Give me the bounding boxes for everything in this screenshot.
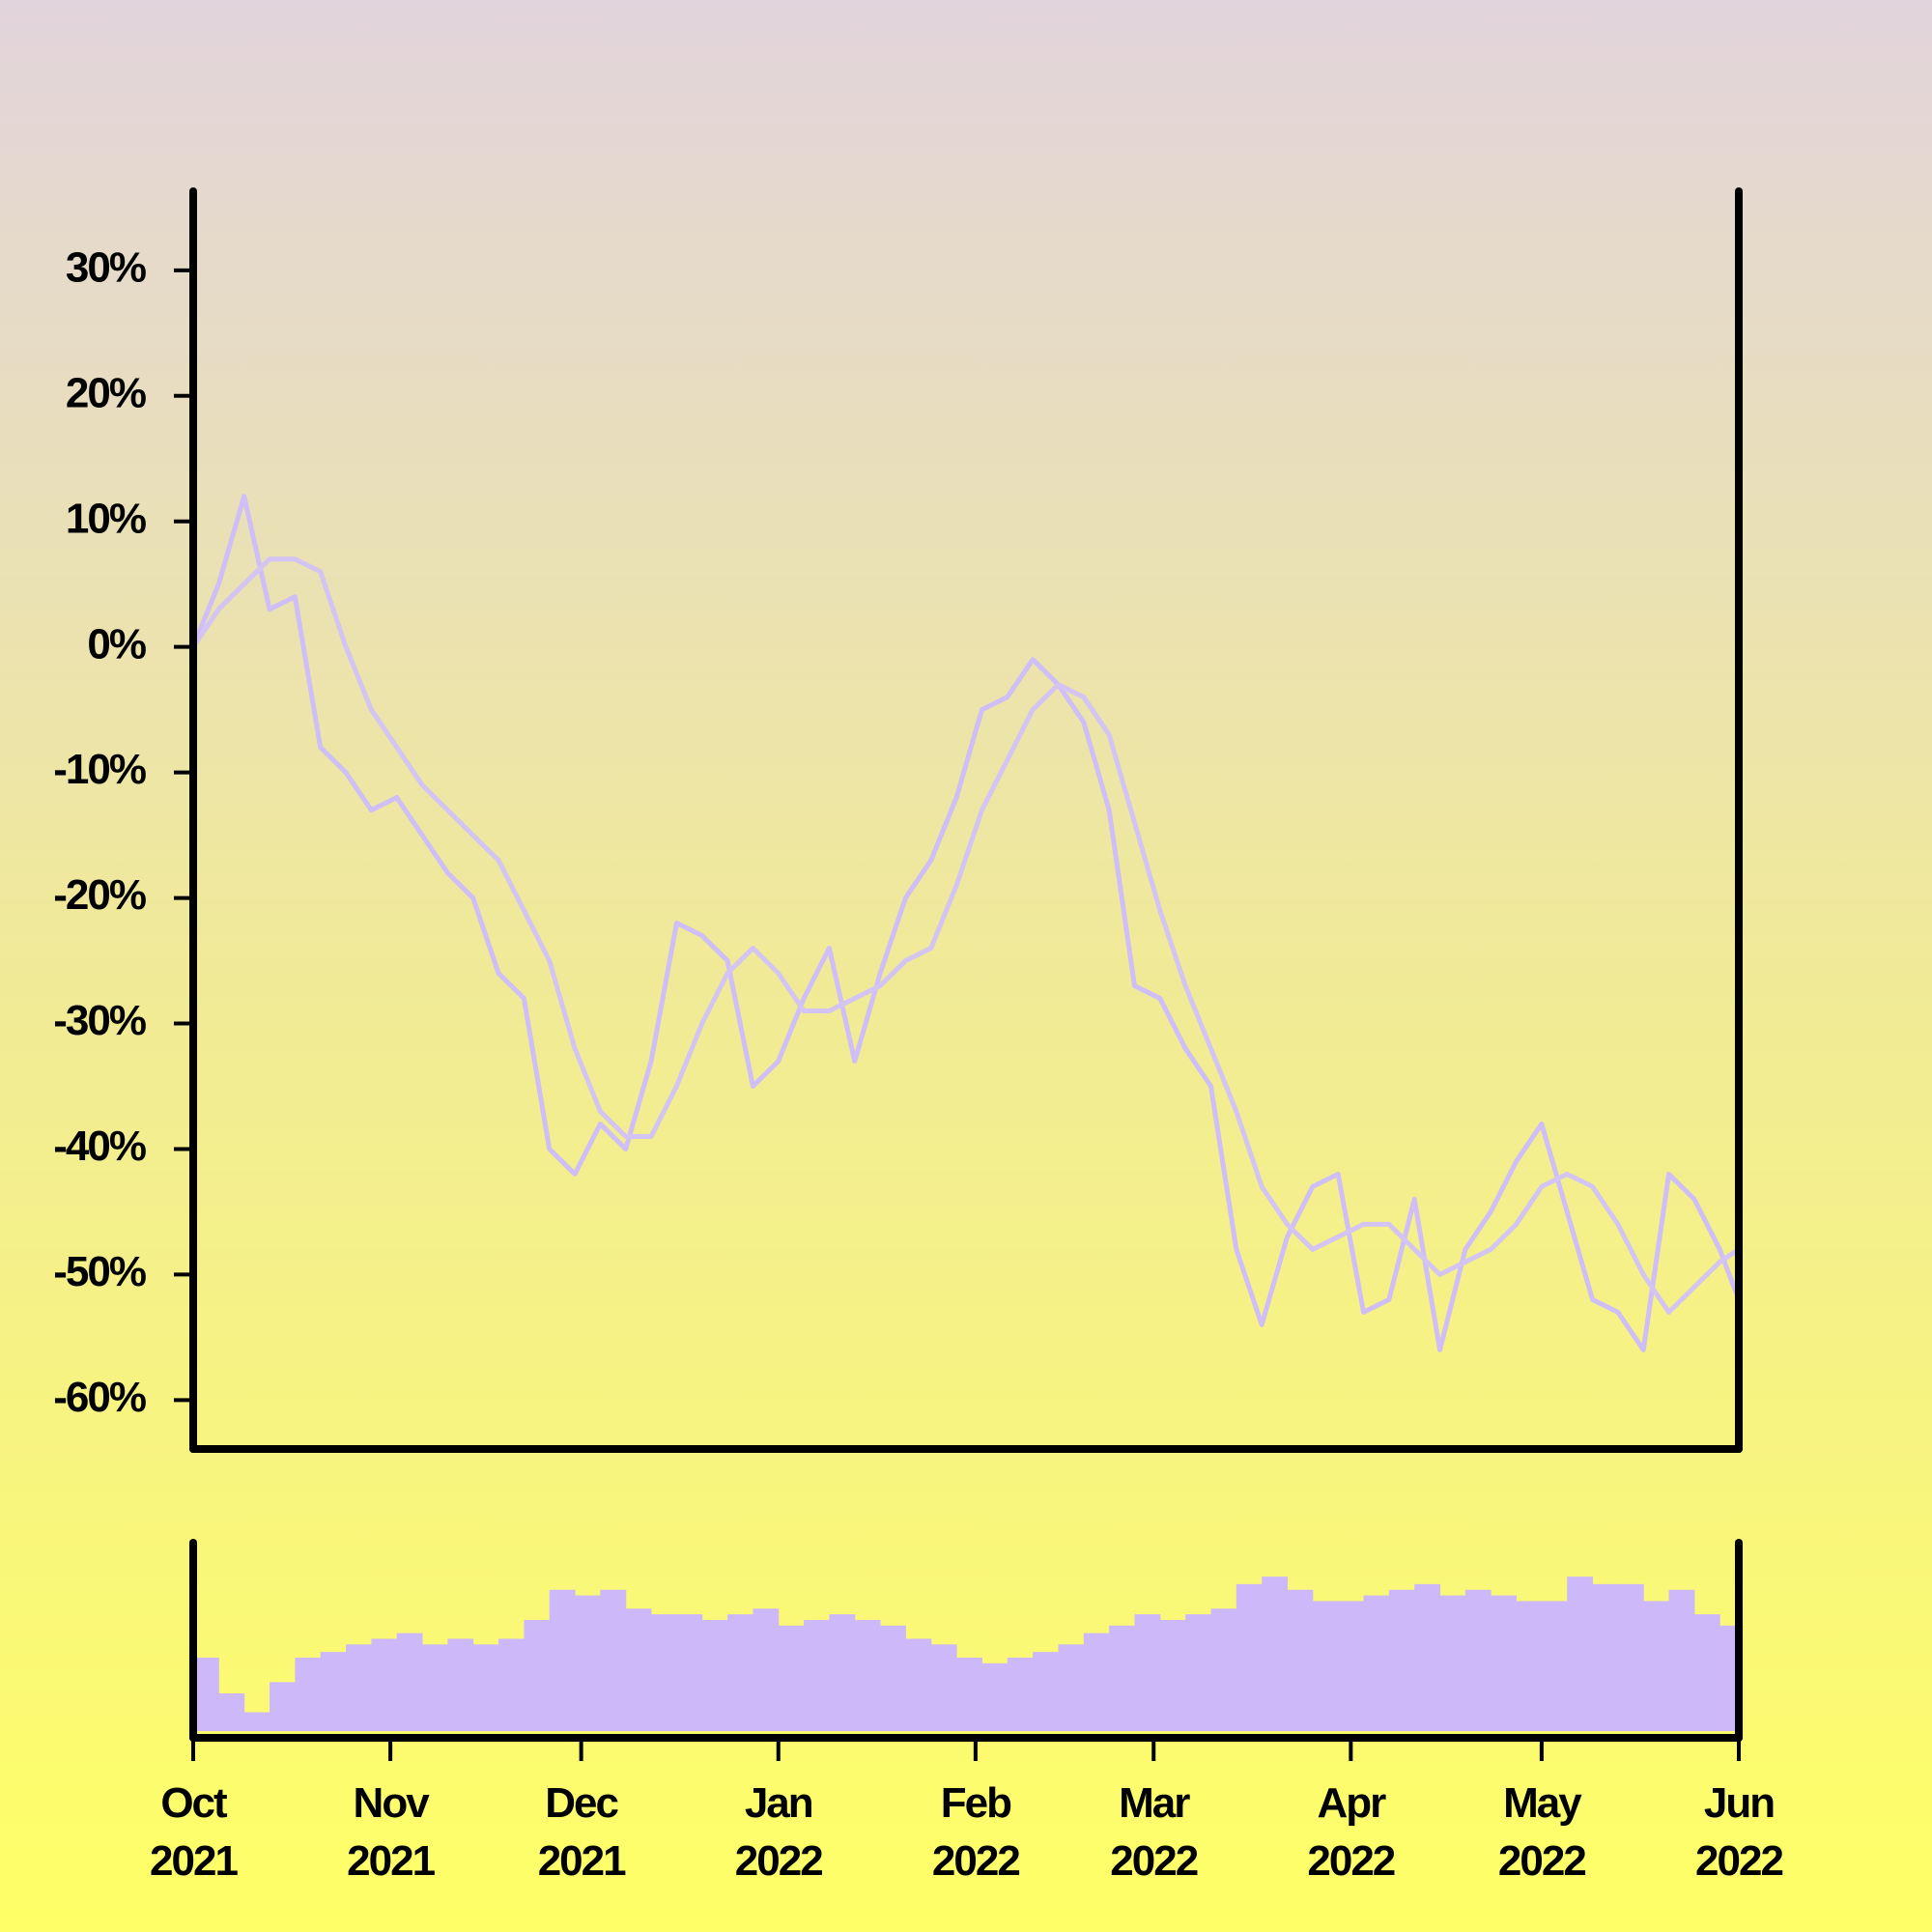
volume-bar [1567, 1577, 1594, 1731]
x-tick-label: Mar 2022 [1110, 1779, 1199, 1885]
volume-bar [1236, 1583, 1263, 1731]
x-tick-label: Apr 2022 [1307, 1779, 1396, 1885]
volume-bar [930, 1644, 957, 1731]
volume-bar [447, 1638, 474, 1731]
volume-bar [1007, 1657, 1034, 1731]
volume-bar [1109, 1625, 1135, 1731]
y-tick-label: -20% [53, 871, 146, 919]
volume-bar [1693, 1614, 1720, 1731]
volume-bar [320, 1652, 347, 1731]
volume-bar [600, 1589, 627, 1731]
volume-bar [625, 1608, 652, 1731]
volume-bar [1083, 1633, 1110, 1731]
y-tick-label: -30% [53, 997, 146, 1044]
y-tick-label: 10% [66, 495, 146, 542]
volume-bar [1262, 1577, 1289, 1731]
volume-bar [371, 1638, 398, 1731]
volume-bar [1287, 1589, 1314, 1731]
volume-bar [778, 1625, 805, 1731]
y-tick-label: -10% [53, 746, 146, 793]
volume-bar [676, 1614, 703, 1731]
y-tick-label: 30% [66, 243, 146, 291]
volume-bar [1363, 1595, 1390, 1731]
volume-bar [1719, 1625, 1740, 1731]
y-tick-label: 20% [66, 369, 146, 416]
volume-bar [1617, 1583, 1644, 1731]
volume-bar [346, 1644, 372, 1731]
volume-bar [804, 1619, 830, 1731]
volume-bar [1414, 1583, 1441, 1731]
price-line [190, 494, 1742, 1352]
y-tick-label: -50% [53, 1248, 146, 1295]
volume-bar [880, 1625, 906, 1731]
x-tick-label: Oct 2021 [150, 1779, 239, 1885]
y-tick-label: -60% [53, 1374, 146, 1421]
volume-bar [193, 1657, 219, 1731]
x-tick-label: Jun 2022 [1695, 1779, 1784, 1885]
volume-bar [1033, 1652, 1059, 1731]
volume-bar [1541, 1601, 1568, 1731]
volume-bar [1159, 1619, 1186, 1731]
y-tick-label: 0% [87, 620, 145, 668]
volume-bar [727, 1614, 753, 1731]
volume-bar [218, 1693, 245, 1731]
volume-bar [1058, 1644, 1085, 1731]
volume-bar [956, 1657, 982, 1731]
volume-bar [701, 1619, 728, 1731]
volume-bar [905, 1638, 932, 1731]
volume-bar [854, 1619, 881, 1731]
price-line [190, 556, 1741, 1315]
volume-bar [1312, 1601, 1339, 1731]
x-tick-label: Nov 2021 [347, 1779, 436, 1885]
x-tick-label: Feb 2022 [931, 1779, 1021, 1885]
volume-bar [1210, 1608, 1237, 1731]
volume-bar [829, 1614, 856, 1731]
volume-bar [472, 1644, 499, 1731]
volume-bar [498, 1638, 525, 1731]
volume-bar [1134, 1614, 1161, 1731]
volume-bar [1464, 1589, 1492, 1731]
volume-bar [1668, 1589, 1695, 1731]
y-tick-label: -40% [53, 1122, 146, 1170]
volume-bar [981, 1662, 1009, 1731]
volume-bar [396, 1633, 423, 1731]
x-tick-label: Dec 2021 [537, 1779, 627, 1885]
volume-bar [1592, 1583, 1619, 1731]
volume-bar [1338, 1601, 1365, 1731]
volume-bar [575, 1595, 601, 1731]
volume-bar [753, 1608, 780, 1731]
volume-bar [1516, 1601, 1543, 1731]
volume-bar [524, 1619, 551, 1731]
volume-bar [651, 1614, 677, 1731]
volume-bar [243, 1712, 270, 1731]
volume-bar [422, 1644, 448, 1731]
volume-bar [1185, 1614, 1211, 1731]
x-tick-label: Jan 2022 [734, 1779, 824, 1885]
x-tick-label: May 2022 [1497, 1779, 1587, 1885]
volume-bar [1388, 1589, 1415, 1731]
volume-bar [1439, 1595, 1466, 1731]
volume-bar [270, 1682, 296, 1731]
volume-bar [549, 1589, 576, 1731]
volume-bar [295, 1657, 322, 1731]
volume-bar [1491, 1595, 1518, 1731]
volume-bar [1643, 1601, 1670, 1731]
